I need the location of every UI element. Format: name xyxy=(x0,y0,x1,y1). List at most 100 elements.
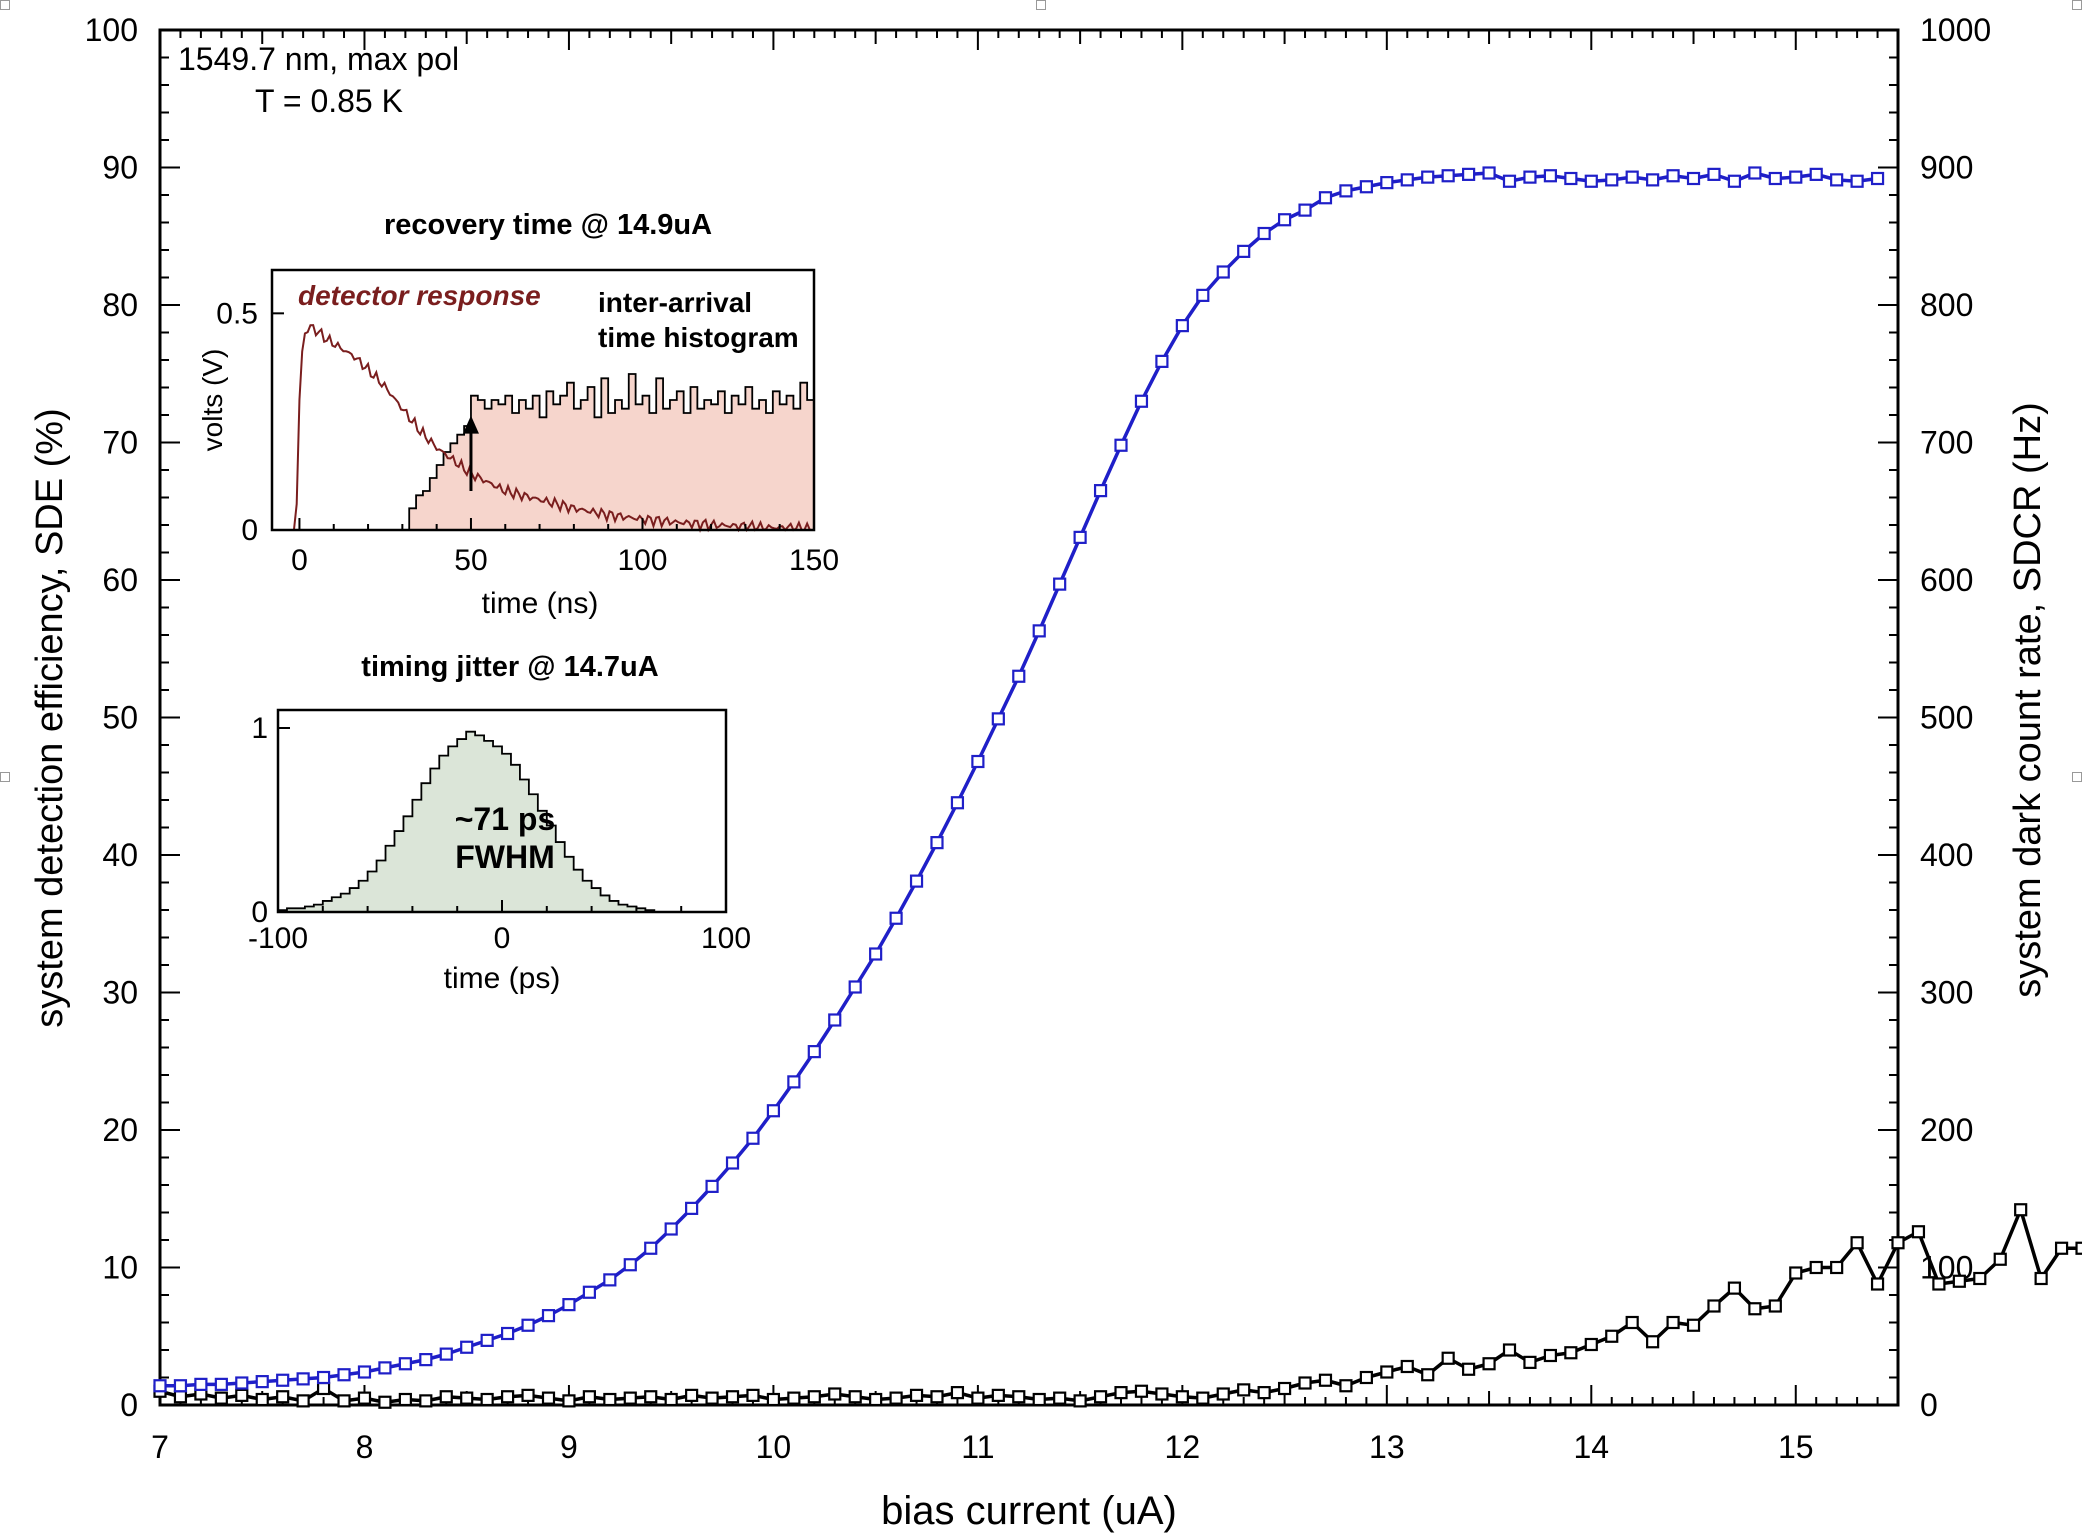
sdcr-point xyxy=(1891,1236,1905,1250)
x-tick-label: 10 xyxy=(756,1429,792,1465)
sdcr-point xyxy=(2034,1271,2048,1286)
sdcr-point xyxy=(419,1394,433,1408)
sde-point xyxy=(1523,170,1537,184)
inset-recovery-frame xyxy=(270,268,816,532)
sde-point xyxy=(869,947,883,961)
sde-point xyxy=(1421,170,1435,184)
sdcr-point xyxy=(1155,1387,1169,1401)
sdcr-point xyxy=(296,1394,310,1408)
sdcr-point xyxy=(1850,1236,1864,1250)
handle-top-left[interactable] xyxy=(0,0,10,10)
sde-point xyxy=(603,1273,617,1287)
sdcr-point xyxy=(460,1391,474,1405)
sde-point xyxy=(848,980,862,994)
y-left-tick-label: 80 xyxy=(102,287,138,323)
sdcr-point xyxy=(807,1390,821,1404)
inset-recovery-legend-histogram-line1: inter-arrival xyxy=(598,287,752,318)
sde-point xyxy=(1155,354,1169,368)
sdcr-point xyxy=(1809,1260,1823,1275)
sde-point xyxy=(1462,167,1476,181)
inset-jitter-plot xyxy=(277,730,726,913)
sdcr-point xyxy=(1175,1390,1189,1404)
sdcr-point xyxy=(1237,1383,1251,1397)
sdcr-point xyxy=(501,1390,515,1404)
sde-point xyxy=(1625,170,1639,184)
sdcr-point xyxy=(1727,1281,1742,1295)
sde-point xyxy=(1196,288,1210,302)
y-right-tick-label: 0 xyxy=(1920,1387,1938,1423)
sdcr-point xyxy=(909,1388,924,1402)
sde-point xyxy=(1277,213,1292,227)
sde-point xyxy=(1686,171,1701,186)
sde-point xyxy=(296,1372,310,1386)
sde-point xyxy=(1216,265,1230,279)
inset2-y-tick-label: 1 xyxy=(251,712,268,745)
sde-point xyxy=(1482,166,1496,180)
x-tick-label: 12 xyxy=(1165,1429,1201,1465)
sde-point xyxy=(1564,171,1578,186)
sde-point xyxy=(1768,171,1782,186)
sde-point xyxy=(1380,176,1394,190)
sde-point xyxy=(1073,530,1087,544)
sde-point xyxy=(1605,173,1619,187)
sde-point xyxy=(255,1375,269,1389)
sdcr-point xyxy=(1502,1343,1517,1357)
sdcr-point xyxy=(235,1388,249,1402)
detector-response-line xyxy=(272,324,813,534)
sdcr-point xyxy=(1318,1373,1333,1387)
sdcr-point xyxy=(1543,1348,1558,1363)
annotation-temperature: T = 0.85 K xyxy=(255,83,403,119)
right-y-axis-label: system dark count rate, SDCR (Hz) xyxy=(2007,402,2049,997)
y-right-tick-label: 400 xyxy=(1920,837,1973,873)
sdcr-point xyxy=(869,1392,883,1407)
inset1-y-tick-label: 0.5 xyxy=(216,297,258,330)
handle-middle-right[interactable] xyxy=(2072,772,2082,782)
sde-point xyxy=(1298,203,1312,217)
sdcr-point xyxy=(950,1386,965,1400)
inset1-x-tick-label: 150 xyxy=(789,544,839,577)
sde-point xyxy=(909,874,924,888)
sdcr-point xyxy=(562,1394,576,1408)
handle-top-center[interactable] xyxy=(1036,0,1046,10)
sde-point xyxy=(644,1241,658,1255)
sdcr-point xyxy=(173,1390,188,1404)
sdcr-point xyxy=(685,1388,699,1402)
sdcr-point xyxy=(1686,1318,1701,1332)
sdcr-point xyxy=(1400,1359,1414,1374)
sde-point xyxy=(1850,174,1864,188)
sdcr-point xyxy=(2014,1203,2028,1217)
x-tick-label: 14 xyxy=(1573,1429,1609,1465)
series-sde xyxy=(153,166,1885,1393)
sdcr-point xyxy=(1441,1351,1455,1365)
sde-point xyxy=(807,1045,821,1059)
sde-point xyxy=(1441,169,1455,183)
sde-point xyxy=(1400,173,1414,187)
sde-point xyxy=(480,1333,494,1347)
inset2-x-tick-label: 100 xyxy=(701,922,751,955)
sde-point xyxy=(378,1361,392,1375)
x-tick-label: 8 xyxy=(356,1429,374,1465)
sdcr-point xyxy=(1012,1390,1026,1404)
inset-jitter-annotation-width: ~71 ps xyxy=(455,801,556,837)
sde-point xyxy=(562,1298,576,1312)
sdcr-point xyxy=(1196,1391,1210,1405)
sde-point xyxy=(1789,170,1803,184)
sdcr-point xyxy=(1032,1392,1046,1407)
sdcr-point xyxy=(930,1390,944,1404)
inset-recovery-ylabel: volts (V) xyxy=(197,349,228,452)
sdcr-point xyxy=(1789,1266,1803,1280)
handle-top-right[interactable] xyxy=(2072,0,2082,10)
sde-point xyxy=(1543,169,1558,183)
sdcr-point xyxy=(1523,1355,1537,1369)
handle-middle-left[interactable] xyxy=(0,772,10,782)
sde-point xyxy=(950,796,965,810)
y-left-tick-label: 100 xyxy=(85,12,138,48)
sdcr-point xyxy=(541,1391,556,1405)
sdcr-point xyxy=(1380,1365,1394,1379)
inset-recovery-title: recovery time @ 14.9uA xyxy=(384,209,712,241)
sde-point xyxy=(1237,244,1251,258)
sdcr-point xyxy=(398,1392,412,1407)
sde-point xyxy=(214,1377,228,1391)
